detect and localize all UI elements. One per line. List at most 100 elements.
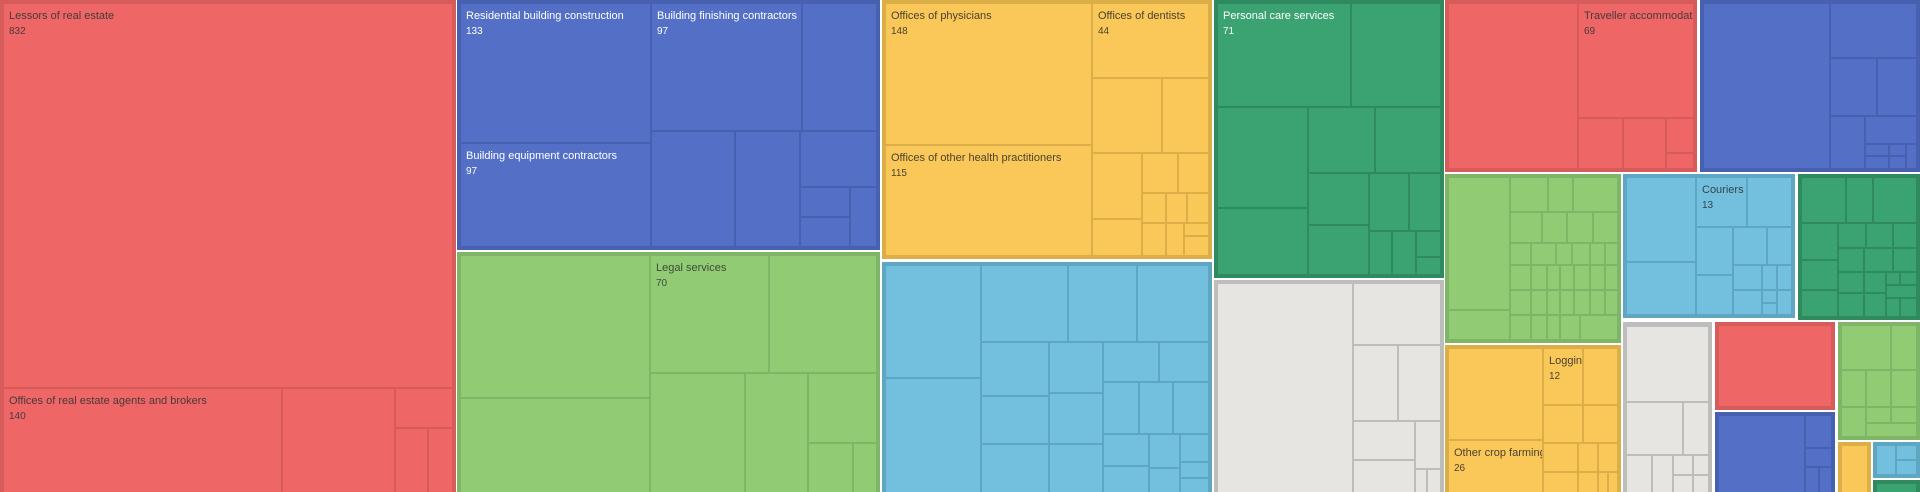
treemap-cell[interactable] [1217,107,1308,208]
treemap-cell[interactable] [1889,144,1906,156]
treemap-cell[interactable] [1178,153,1209,193]
treemap-cell[interactable] [1510,177,1548,212]
treemap-cell[interactable] [1896,445,1917,460]
treemap-cell[interactable] [802,3,877,131]
treemap-cell[interactable] [1652,455,1673,492]
treemap-cell[interactable] [1718,415,1805,492]
treemap-cell[interactable] [1543,405,1583,443]
treemap-node[interactable]: Legal services 70 [650,255,769,373]
treemap-cell[interactable] [1392,231,1416,275]
treemap-cell[interactable] [1510,243,1531,265]
treemap-cell[interactable] [1308,107,1375,173]
treemap-cell[interactable] [1103,342,1159,382]
treemap-cell[interactable] [395,388,453,428]
treemap-node[interactable]: Building equipment contractors 97 [460,143,651,247]
treemap-cell[interactable] [1805,467,1819,492]
treemap-cell[interactable] [1567,212,1593,243]
treemap-cell[interactable] [1092,219,1142,256]
treemap-cell[interactable] [1416,257,1441,275]
treemap-cell[interactable] [1574,290,1590,315]
treemap-cell[interactable] [1409,173,1441,231]
treemap-cell[interactable] [1180,434,1209,462]
treemap-cell[interactable] [1187,193,1209,223]
treemap-cell[interactable] [1448,348,1543,440]
treemap-cell[interactable] [1142,193,1166,223]
treemap-cell[interactable] [745,373,808,492]
treemap-cell[interactable] [1149,468,1180,492]
treemap-cell[interactable] [1696,275,1733,315]
treemap-cell[interactable] [885,378,981,492]
treemap-cell[interactable] [282,388,395,492]
treemap-cell[interactable] [1510,265,1531,290]
treemap-cell[interactable] [1369,173,1409,231]
treemap-cell[interactable] [1683,402,1709,455]
treemap-cell[interactable] [1092,153,1142,219]
treemap-node[interactable]: Offices of other health practitioners 115 [885,145,1092,256]
treemap-cell[interactable] [1166,193,1187,223]
treemap-cell[interactable] [1891,370,1917,407]
treemap-cell[interactable] [981,265,1068,342]
treemap-cell[interactable] [1590,265,1605,290]
treemap-cell[interactable] [1543,443,1578,472]
treemap-cell[interactable] [1830,58,1877,116]
treemap-cell[interactable] [1547,265,1560,290]
treemap-cell[interactable] [1510,315,1531,340]
treemap-cell[interactable] [1159,342,1209,382]
treemap-cell[interactable] [1415,469,1427,492]
treemap-cell[interactable] [1801,260,1838,290]
treemap-cell[interactable] [1865,156,1889,169]
treemap-cell[interactable] [1777,265,1792,290]
treemap-cell[interactable] [808,443,853,492]
treemap-cell[interactable] [1560,315,1580,340]
treemap-cell[interactable] [651,131,735,247]
treemap-cell[interactable] [1626,402,1683,455]
treemap-cell[interactable] [1531,243,1556,265]
treemap-cell[interactable] [1889,156,1906,169]
treemap-cell[interactable] [1353,460,1415,492]
treemap-cell[interactable] [1547,315,1560,340]
treemap-cell[interactable] [1353,283,1441,345]
treemap-cell[interactable] [1865,116,1917,144]
treemap-node[interactable]: Offices of physicians 148 [885,3,1092,145]
treemap-cell[interactable] [1762,265,1777,290]
treemap-node[interactable]: Traveller accommodation 69 [1578,3,1694,118]
treemap-cell[interactable] [1593,212,1618,243]
treemap-cell[interactable] [1353,421,1415,460]
treemap-cell[interactable] [1893,223,1917,248]
treemap-cell[interactable] [1866,370,1891,407]
treemap-cell[interactable] [1864,248,1893,272]
treemap-cell[interactable] [1149,434,1180,468]
treemap-cell[interactable] [769,255,877,373]
treemap-cell[interactable] [1626,262,1696,315]
treemap-cell[interactable] [1864,293,1886,317]
treemap-cell[interactable] [1049,444,1103,492]
treemap-cell[interactable] [1416,231,1441,257]
treemap-cell[interactable] [808,373,877,443]
treemap-cell[interactable] [1510,290,1531,315]
treemap-cell[interactable] [1733,265,1762,290]
treemap-cell[interactable] [1900,298,1917,317]
treemap-cell[interactable] [1886,298,1900,317]
treemap-cell[interactable] [1217,283,1353,492]
treemap-cell[interactable] [650,373,745,492]
treemap-cell[interactable] [1626,177,1696,262]
treemap-cell[interactable] [1166,223,1184,256]
treemap-cell[interactable] [1578,443,1598,472]
treemap-cell[interactable] [1598,472,1608,492]
treemap-cell[interactable] [1876,483,1917,492]
treemap-cell[interactable] [1560,265,1574,290]
treemap-cell[interactable] [853,443,877,492]
treemap-cell[interactable] [1666,153,1694,169]
treemap-cell[interactable] [1578,472,1598,492]
treemap-cell[interactable] [1049,393,1103,444]
treemap-cell[interactable] [1448,177,1510,310]
treemap-cell[interactable] [1846,177,1873,223]
treemap-cell[interactable] [735,131,800,247]
treemap-cell[interactable] [460,398,650,492]
treemap-cell[interactable] [1543,472,1578,492]
treemap-cell[interactable] [1103,466,1149,492]
treemap-cell[interactable] [1351,3,1441,107]
treemap-cell[interactable] [1139,382,1173,434]
treemap-cell[interactable] [1448,3,1578,169]
treemap-cell[interactable] [1838,272,1864,293]
